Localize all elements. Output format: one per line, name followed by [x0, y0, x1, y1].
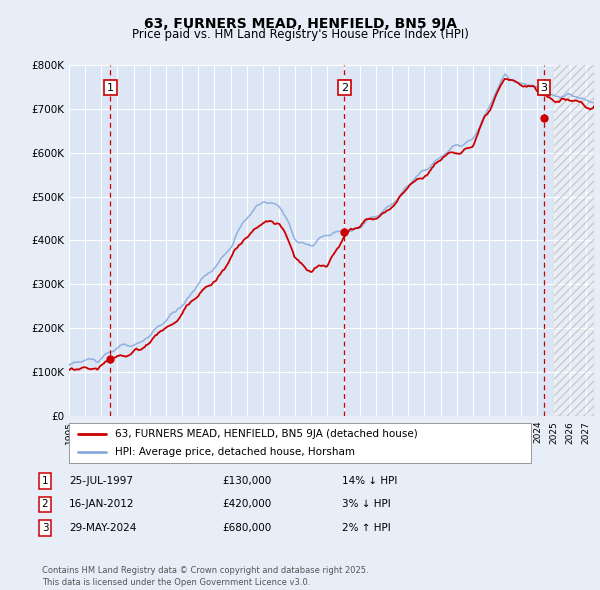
Bar: [554, 65, 594, 416]
Text: Price paid vs. HM Land Registry's House Price Index (HPI): Price paid vs. HM Land Registry's House …: [131, 28, 469, 41]
Text: 63, FURNERS MEAD, HENFIELD, BN5 9JA: 63, FURNERS MEAD, HENFIELD, BN5 9JA: [143, 17, 457, 31]
Text: Contains HM Land Registry data © Crown copyright and database right 2025.
This d: Contains HM Land Registry data © Crown c…: [42, 566, 368, 587]
Text: 2: 2: [41, 500, 49, 509]
Text: 1: 1: [107, 83, 114, 93]
Text: 2: 2: [341, 83, 348, 93]
Bar: [554, 65, 594, 416]
Text: £680,000: £680,000: [222, 523, 271, 533]
Text: HPI: Average price, detached house, Horsham: HPI: Average price, detached house, Hors…: [115, 447, 355, 457]
Text: 25-JUL-1997: 25-JUL-1997: [69, 476, 133, 486]
Text: 14% ↓ HPI: 14% ↓ HPI: [342, 476, 397, 486]
Text: 3: 3: [541, 83, 548, 93]
Text: £130,000: £130,000: [222, 476, 271, 486]
Text: 63, FURNERS MEAD, HENFIELD, BN5 9JA (detached house): 63, FURNERS MEAD, HENFIELD, BN5 9JA (det…: [115, 430, 418, 440]
Text: 29-MAY-2024: 29-MAY-2024: [69, 523, 136, 533]
Text: 3% ↓ HPI: 3% ↓ HPI: [342, 500, 391, 509]
Text: 16-JAN-2012: 16-JAN-2012: [69, 500, 134, 509]
Text: 2% ↑ HPI: 2% ↑ HPI: [342, 523, 391, 533]
Text: 1: 1: [41, 476, 49, 486]
Text: £420,000: £420,000: [222, 500, 271, 509]
Text: 3: 3: [41, 523, 49, 533]
